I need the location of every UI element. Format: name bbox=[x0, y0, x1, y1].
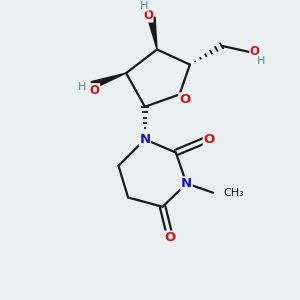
Text: N: N bbox=[140, 133, 151, 146]
Text: O: O bbox=[250, 45, 260, 58]
Text: O: O bbox=[203, 134, 214, 146]
Polygon shape bbox=[91, 73, 126, 88]
Text: O: O bbox=[143, 9, 153, 22]
Text: H: H bbox=[257, 56, 266, 66]
Text: O: O bbox=[165, 231, 176, 244]
Polygon shape bbox=[148, 17, 157, 50]
Text: H: H bbox=[78, 82, 86, 92]
Text: O: O bbox=[179, 93, 190, 106]
Text: H: H bbox=[140, 1, 148, 11]
Text: CH₃: CH₃ bbox=[223, 188, 244, 198]
Text: N: N bbox=[181, 177, 192, 190]
Text: O: O bbox=[90, 84, 100, 97]
